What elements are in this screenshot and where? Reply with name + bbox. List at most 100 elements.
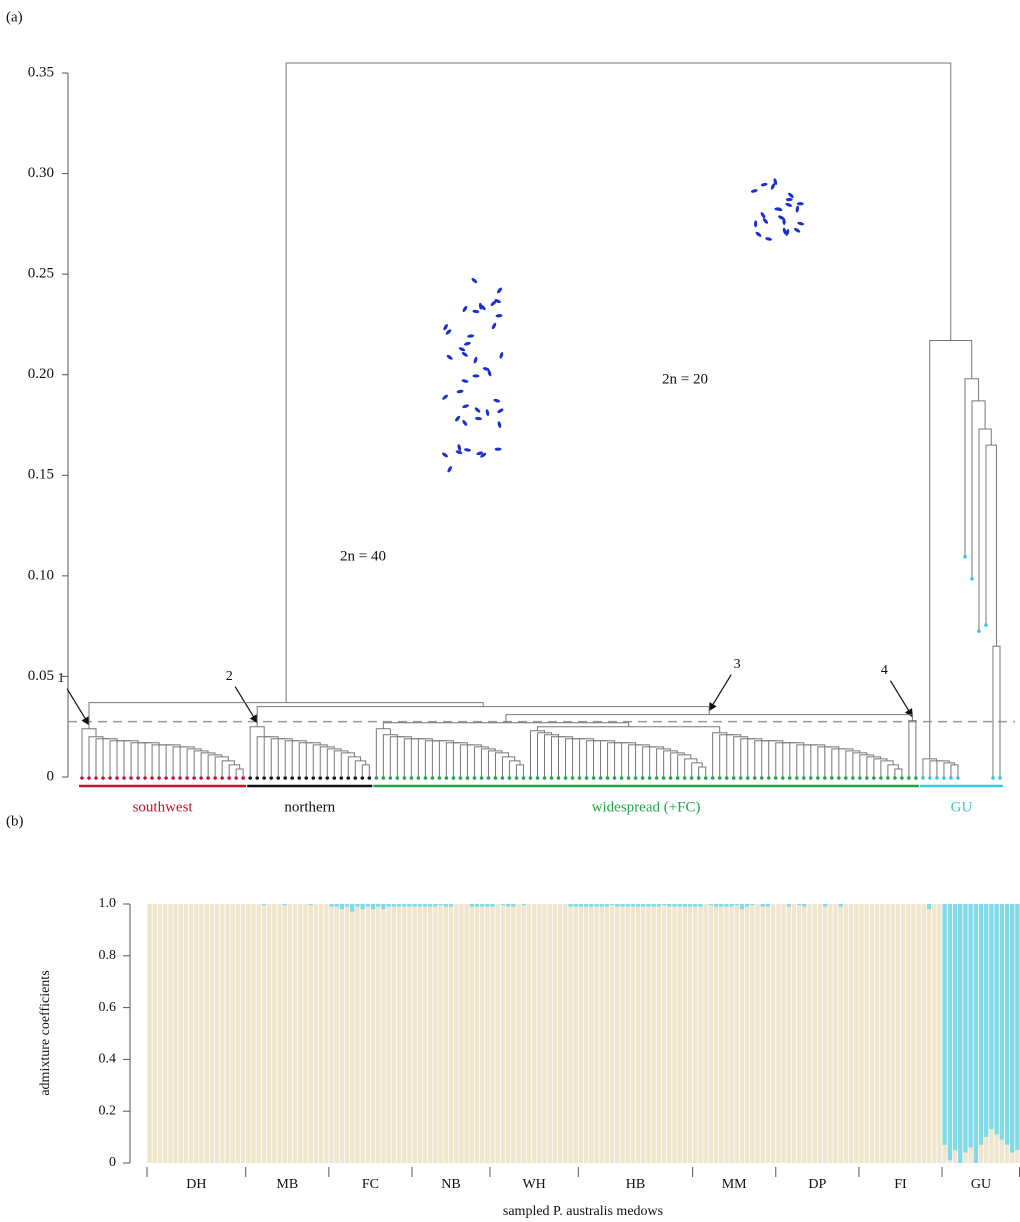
bar-segment (568, 904, 573, 907)
tree-branch (754, 740, 769, 777)
bar-segment (178, 904, 183, 1163)
tree-branch (894, 768, 903, 777)
bar-segment (937, 904, 942, 1163)
bar-segment (958, 904, 963, 1163)
chromosome (754, 220, 758, 228)
bar-segment (729, 906, 734, 1163)
tree-branch (978, 428, 992, 631)
bar-segment (802, 906, 807, 1163)
bar-segment (168, 904, 173, 1163)
bar-segment (360, 904, 365, 910)
bar-segment (615, 906, 620, 1163)
tree-branch (144, 742, 160, 777)
leaf-dot (766, 776, 771, 780)
bar-segment (376, 906, 381, 1163)
bar-segment (386, 904, 391, 907)
tree-branch (501, 756, 516, 777)
chromosome (760, 212, 766, 219)
bar-segment (308, 905, 313, 1163)
leaf-dot (717, 776, 722, 780)
bar-segment (396, 906, 402, 1163)
bar-segment (989, 904, 994, 1130)
leaf-dot (451, 776, 456, 780)
marker-label: 2 (226, 669, 233, 684)
y-tick-label: 0.10 (28, 567, 54, 583)
x-group-label: MB (276, 1177, 298, 1192)
tree-branch (551, 736, 566, 777)
leaf-dot (227, 776, 231, 780)
leaf-dot (514, 776, 519, 780)
y-tick-label: 0.2 (99, 1103, 117, 1118)
chromosome (455, 415, 461, 422)
chromosome (497, 421, 502, 429)
bar-segment (396, 904, 402, 907)
bar-segment (583, 904, 589, 907)
leaf-dot (339, 776, 344, 780)
marker-label: 3 (734, 657, 741, 672)
chromosome (785, 202, 793, 207)
tree-branch (347, 756, 362, 777)
tree-branch (109, 740, 125, 777)
chromosome (490, 300, 497, 306)
y-tick-label: 0.15 (28, 467, 54, 483)
tree-branch (459, 744, 475, 777)
tree-branch (740, 738, 755, 777)
bar-segment (682, 904, 688, 907)
bar-segment (677, 904, 682, 907)
chromosome (462, 419, 468, 426)
bar-segment (796, 905, 802, 1163)
panel-label: (a) (6, 9, 23, 25)
bar-segment (500, 904, 506, 906)
leaf-dot (290, 776, 295, 780)
bar-segment (422, 906, 428, 1163)
bar-segment (391, 904, 397, 907)
tree-branch (831, 748, 846, 777)
bar-segment (890, 904, 895, 1163)
leaf-dot (668, 776, 673, 780)
bar-segment (989, 1129, 994, 1163)
leaf-dot (416, 776, 421, 780)
tree-branch (214, 756, 229, 777)
chromosome (750, 189, 758, 193)
bar-segment (916, 904, 921, 1163)
tree-branch (256, 706, 710, 727)
bar-segment (848, 904, 854, 1163)
bar-segment (635, 906, 641, 1163)
tree-branch (200, 752, 216, 777)
bar-segment (261, 904, 267, 906)
bar-segment (599, 906, 604, 1163)
bar-segment (625, 904, 630, 907)
leaf-dot (612, 776, 617, 780)
bar-segment (350, 911, 355, 1163)
tree-branch (536, 732, 553, 777)
bar-segment (817, 904, 823, 1163)
bar-segment (386, 906, 391, 1163)
chromosome (797, 221, 805, 226)
bar-segment (1015, 904, 1020, 1151)
leaf-dot (549, 776, 554, 780)
bar-segment (900, 904, 906, 1163)
y-tick-label: 0.6 (99, 1000, 117, 1015)
bar-segment (573, 904, 578, 907)
bar-segment (589, 904, 594, 907)
bar-segment (256, 904, 261, 1163)
chromosome (775, 207, 783, 212)
bar-segment (635, 904, 641, 907)
bar-segment (729, 904, 734, 907)
bar-segment (968, 1147, 973, 1163)
bar-segment (604, 904, 610, 907)
bar-segment (287, 904, 293, 1163)
tree-branch (719, 734, 734, 777)
bar-segment (661, 905, 667, 1163)
x-group-label: DP (808, 1177, 826, 1192)
bar-segment (698, 906, 703, 1163)
tree-branch (130, 742, 146, 777)
leaf-dot (283, 776, 288, 780)
group-label: southwest (133, 799, 194, 815)
bar-segment (843, 904, 849, 1163)
bar-segment (568, 906, 573, 1163)
leaf-dot (276, 776, 281, 780)
x-group-label: DH (186, 1177, 206, 1192)
leaf-dot (521, 776, 526, 780)
